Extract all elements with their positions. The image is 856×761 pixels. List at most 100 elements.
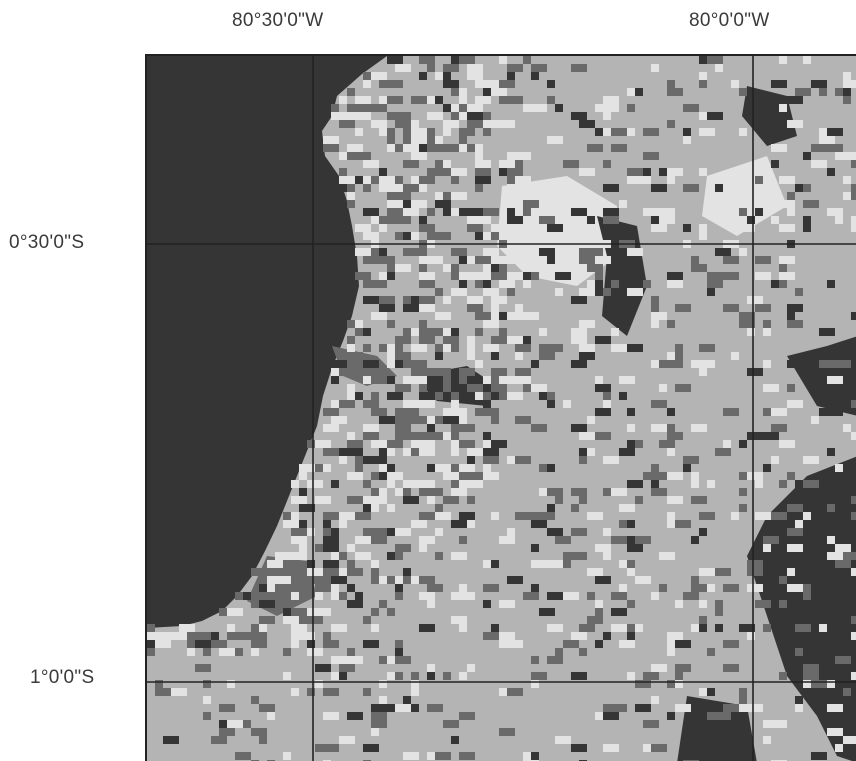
raster-pixel xyxy=(251,632,267,640)
raster-pixel xyxy=(747,584,763,592)
raster-pixel xyxy=(363,744,379,752)
raster-pixel xyxy=(555,104,563,112)
raster-pixel xyxy=(411,496,419,504)
raster-pixel xyxy=(707,56,723,64)
raster-pixel xyxy=(395,264,411,272)
classified-raster-map[interactable] xyxy=(145,54,856,761)
raster-pixel xyxy=(219,608,227,616)
raster-pixel xyxy=(499,600,515,608)
raster-pixel xyxy=(339,736,355,744)
raster-pixel xyxy=(475,216,491,224)
raster-pixel xyxy=(339,512,355,520)
raster-pixel xyxy=(451,480,459,488)
raster-pixel xyxy=(379,416,395,424)
raster-pixel xyxy=(491,560,499,568)
raster-pixel xyxy=(787,504,803,512)
raster-pixel xyxy=(387,208,403,216)
raster-pixel xyxy=(851,432,856,440)
raster-pixel xyxy=(323,560,339,568)
raster-pixel xyxy=(323,712,339,720)
raster-pixel xyxy=(411,672,419,680)
raster-pixel xyxy=(339,152,347,160)
raster-pixel xyxy=(835,128,843,136)
raster-pixel xyxy=(779,272,795,280)
raster-pixel xyxy=(379,408,387,416)
raster-pixel xyxy=(363,496,371,504)
raster-pixel xyxy=(403,304,419,312)
raster-pixel xyxy=(475,312,491,320)
raster-pixel xyxy=(387,376,395,384)
raster-pixel xyxy=(379,248,387,256)
raster-pixel xyxy=(379,176,395,184)
raster-pixel xyxy=(275,600,283,608)
raster-pixel xyxy=(339,552,347,560)
raster-pixel xyxy=(435,752,451,760)
raster-pixel xyxy=(627,440,635,448)
raster-pixel xyxy=(499,232,507,240)
raster-pixel xyxy=(475,96,491,104)
raster-pixel xyxy=(811,416,819,424)
raster-pixel xyxy=(491,304,499,312)
raster-pixel xyxy=(483,264,491,272)
raster-pixel xyxy=(795,624,811,632)
raster-pixel xyxy=(387,96,403,104)
raster-pixel xyxy=(747,560,763,568)
raster-pixel xyxy=(579,432,595,440)
raster-pixel xyxy=(403,752,419,760)
raster-pixel xyxy=(483,472,499,480)
raster-pixel xyxy=(523,208,531,216)
raster-pixel xyxy=(387,264,395,272)
raster-pixel xyxy=(579,648,587,656)
raster-pixel xyxy=(355,440,363,448)
raster-pixel xyxy=(467,464,475,472)
raster-pixel xyxy=(699,128,715,136)
raster-pixel xyxy=(611,592,627,600)
raster-pixel xyxy=(483,256,491,264)
raster-pixel xyxy=(691,256,699,264)
raster-pixel xyxy=(811,680,827,688)
raster-pixel xyxy=(171,688,187,696)
raster-pixel xyxy=(371,720,387,728)
raster-pixel xyxy=(595,576,611,584)
raster-pixel xyxy=(523,368,531,376)
raster-pixel xyxy=(451,248,459,256)
raster-pixel xyxy=(467,56,475,64)
raster-pixel xyxy=(419,296,435,304)
raster-pixel xyxy=(371,280,387,288)
raster-pixel xyxy=(659,664,667,672)
raster-pixel xyxy=(635,624,643,632)
raster-pixel xyxy=(323,464,331,472)
raster-pixel xyxy=(835,152,851,160)
raster-pixel xyxy=(803,152,811,160)
raster-pixel xyxy=(507,576,523,584)
raster-pixel xyxy=(499,328,507,336)
raster-pixel xyxy=(667,80,675,88)
raster-pixel xyxy=(595,336,611,344)
raster-pixel xyxy=(499,440,507,448)
raster-pixel xyxy=(363,72,371,80)
raster-pixel xyxy=(707,648,715,656)
raster-pixel xyxy=(355,552,363,560)
raster-pixel xyxy=(811,664,819,672)
map-canvas[interactable] xyxy=(147,56,856,761)
raster-pixel xyxy=(523,280,531,288)
raster-pixel xyxy=(515,248,523,256)
raster-pixel xyxy=(315,584,331,592)
raster-pixel xyxy=(491,512,499,520)
raster-pixel xyxy=(451,592,467,600)
raster-pixel xyxy=(411,416,427,424)
raster-pixel xyxy=(667,176,675,184)
raster-pixel xyxy=(603,392,611,400)
raster-pixel xyxy=(507,72,515,80)
raster-pixel xyxy=(507,288,515,296)
raster-pixel xyxy=(827,608,835,616)
raster-pixel xyxy=(531,672,547,680)
raster-pixel xyxy=(379,696,387,704)
raster-pixel xyxy=(491,624,499,632)
raster-pixel xyxy=(563,560,571,568)
raster-pixel xyxy=(475,80,491,88)
raster-pixel xyxy=(595,384,611,392)
raster-pixel xyxy=(451,432,459,440)
raster-pixel xyxy=(763,624,771,632)
raster-pixel xyxy=(435,136,443,144)
